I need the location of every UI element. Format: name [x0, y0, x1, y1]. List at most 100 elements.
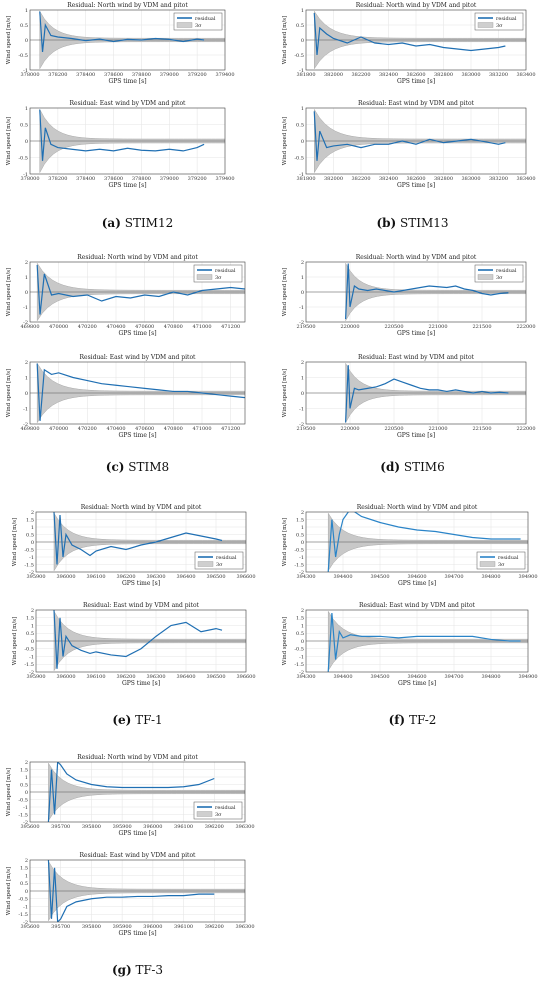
y-tick-label: 0.5: [296, 631, 304, 637]
y-tick-label: 0: [31, 639, 34, 645]
y-tick-label: 0: [301, 139, 304, 145]
caption-f-letter: (f): [389, 713, 406, 727]
x-axis-label: GPS time [s]: [118, 930, 156, 937]
chart-title: Residual: East wind by VDM and pitot: [70, 100, 187, 107]
y-tick-label: -1: [23, 805, 28, 811]
x-tick-label: 221500: [472, 426, 491, 432]
legend-label-residual: residual: [496, 268, 517, 274]
y-tick-label: 2: [25, 260, 28, 266]
y-tick-label: -2: [29, 570, 34, 576]
y-tick-label: -1: [299, 654, 304, 660]
y-tick-label: 1: [31, 623, 34, 629]
y-tick-label: 0: [25, 889, 28, 895]
x-tick-label: 471000: [192, 426, 211, 432]
y-tick-label: -2: [23, 422, 28, 428]
y-tick-label: 1.5: [296, 616, 304, 622]
x-tick-label: 383000: [461, 176, 480, 182]
y-tick-label: 0.5: [26, 631, 34, 637]
x-tick-label: 396300: [235, 824, 254, 830]
x-tick-label: 394500: [370, 574, 389, 580]
y-tick-label: -1.5: [18, 912, 28, 918]
y-tick-label: -2: [299, 320, 304, 326]
x-tick-label: 396200: [205, 824, 224, 830]
y-tick-label: 1: [25, 106, 28, 112]
x-tick-label: 221500: [472, 324, 491, 330]
x-tick-label: 382400: [379, 176, 398, 182]
x-tick-label: 396300: [235, 924, 254, 930]
caption-g-name: TF-3: [136, 963, 163, 977]
y-tick-label: 1: [31, 525, 34, 531]
y-tick-label: 0.5: [20, 881, 28, 887]
x-tick-label: 394400: [333, 574, 352, 580]
x-tick-label: 470800: [164, 324, 183, 330]
y-tick-label: 2: [25, 858, 28, 864]
x-axis-label: GPS time [s]: [108, 78, 146, 85]
legend-swatch-sigma: [197, 275, 212, 280]
x-tick-label: 378200: [48, 176, 67, 182]
y-tick-label: -2: [299, 670, 304, 676]
x-tick-label: 396000: [56, 574, 75, 580]
y-tick-label: -1: [299, 305, 304, 311]
x-axis-label: GPS time [s]: [118, 830, 156, 837]
caption-a: (a) STIM12: [0, 216, 275, 230]
caption-e: (e) TF-1: [0, 713, 275, 727]
y-axis-label: Wind speed [m/s]: [282, 369, 288, 417]
x-tick-label: 379400: [215, 72, 234, 78]
x-tick-label: 396500: [206, 674, 225, 680]
x-axis-label: GPS time [s]: [118, 432, 156, 439]
x-tick-label: 395700: [51, 924, 70, 930]
legend-label-residual: residual: [216, 555, 237, 561]
x-tick-label: 394700: [444, 674, 463, 680]
y-tick-label: 0.5: [20, 23, 28, 29]
x-tick-label: 379000: [160, 72, 179, 78]
x-tick-label: 382000: [324, 72, 343, 78]
y-tick-label: -1: [23, 68, 28, 74]
y-tick-label: -1: [23, 305, 28, 311]
y-tick-label: -1.5: [24, 662, 34, 668]
caption-c: (c) STIM8: [0, 460, 275, 474]
chart-title: Residual: North wind by VDM and pitot: [67, 2, 188, 9]
chart-title: Residual: North wind by VDM and pitot: [357, 504, 478, 511]
x-tick-label: 383400: [516, 176, 535, 182]
y-axis-label: Wind speed [m/s]: [282, 518, 288, 566]
legend-swatch-sigma: [197, 812, 212, 817]
y-tick-label: 2: [301, 608, 304, 614]
caption-a-letter: (a): [102, 216, 121, 230]
x-tick-label: 396200: [205, 924, 224, 930]
legend-swatch-sigma: [478, 23, 493, 28]
x-tick-label: 394800: [481, 674, 500, 680]
y-tick-label: -1: [299, 68, 304, 74]
x-tick-label: 471200: [221, 426, 240, 432]
x-tick-label: 395800: [82, 824, 101, 830]
legend-swatch-sigma: [480, 562, 495, 567]
y-tick-label: 2: [25, 360, 28, 366]
y-tick-label: -2: [29, 670, 34, 676]
x-tick-label: 383000: [461, 72, 480, 78]
x-axis-label: GPS time [s]: [398, 680, 436, 687]
x-tick-label: 394800: [481, 574, 500, 580]
y-tick-label: 1: [25, 873, 28, 879]
chart-title: Residual: East wind by VDM and pitot: [358, 354, 475, 361]
x-tick-label: 396400: [176, 574, 195, 580]
x-tick-label: 383200: [489, 72, 508, 78]
y-tick-label: 2: [301, 260, 304, 266]
legend-label-sigma: 3σ: [215, 812, 222, 818]
caption-f-name: TF-2: [409, 713, 436, 727]
x-axis-label: GPS time [s]: [122, 580, 160, 587]
y-tick-label: 0: [25, 139, 28, 145]
x-tick-label: 396400: [176, 674, 195, 680]
caption-c-letter: (c): [106, 460, 125, 474]
caption-a-name: STIM12: [125, 216, 174, 230]
x-tick-label: 394500: [370, 674, 389, 680]
x-tick-label: 395700: [51, 824, 70, 830]
legend-label-residual: residual: [215, 805, 236, 811]
chart-title: Residual: East wind by VDM and pitot: [80, 354, 197, 361]
chart-title: Residual: East wind by VDM and pitot: [358, 100, 475, 107]
y-tick-label: 0: [301, 38, 304, 44]
x-axis-label: GPS time [s]: [397, 432, 435, 439]
